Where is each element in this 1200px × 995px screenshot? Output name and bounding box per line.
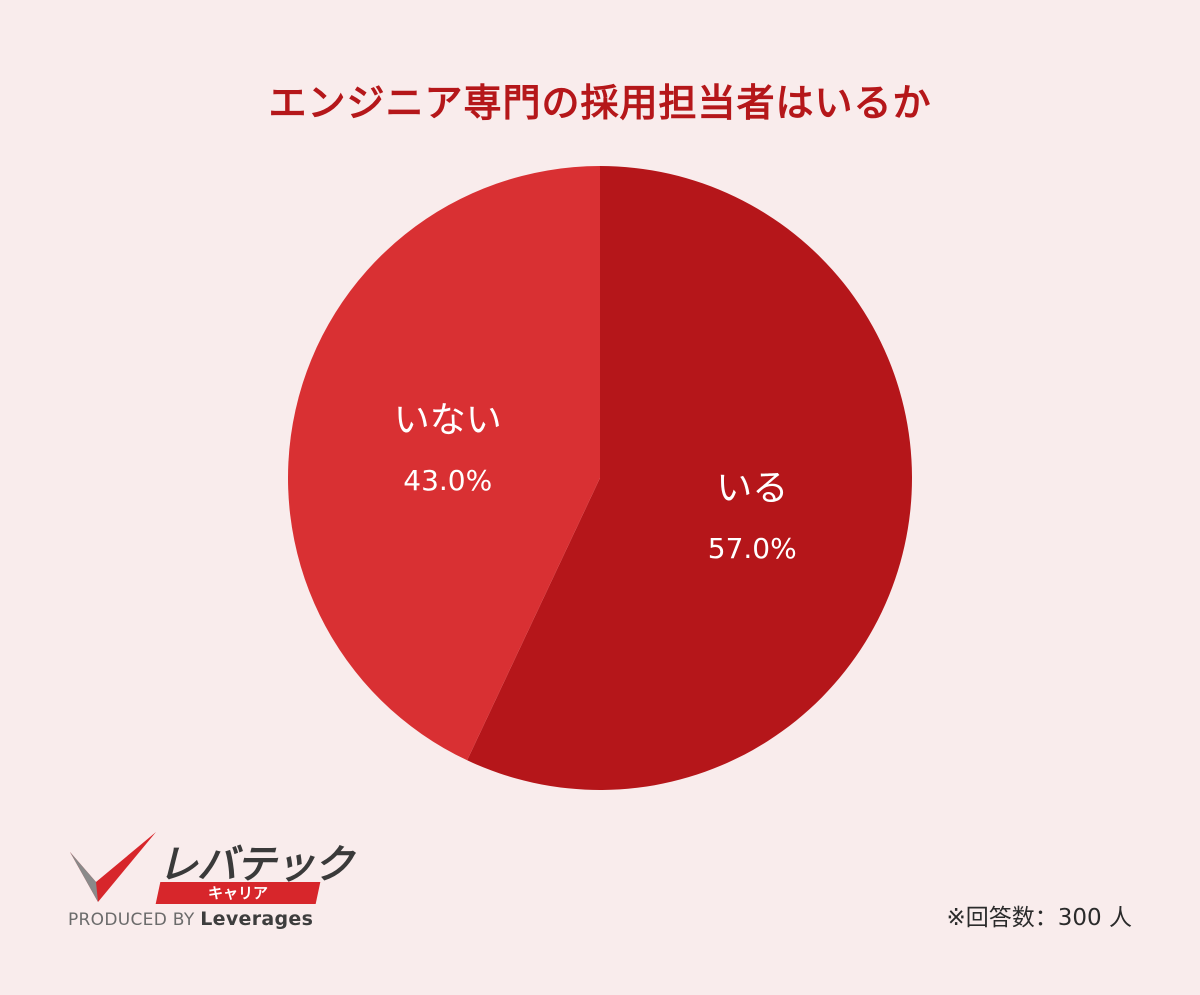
respondent-count-note: ※回答数：300 人 xyxy=(946,905,1132,931)
slice-value-0: 57.0% xyxy=(708,532,797,565)
slice-label-1: いない xyxy=(394,400,502,441)
levtech-career-logo: レバテック キャリア PRODUCED BY Leverages xyxy=(68,830,354,930)
pie-slice-1 xyxy=(288,166,600,761)
logo-name: レバテック xyxy=(158,842,354,888)
logo-sub: キャリア xyxy=(155,882,321,904)
slice-label-0: いる xyxy=(716,468,788,509)
produced-by: PRODUCED BY Leverages xyxy=(68,908,313,930)
chart-title: エンジニア専門の採用担当者はいるか xyxy=(268,81,932,125)
company-name: Leverages xyxy=(200,908,314,930)
slice-value-1: 43.0% xyxy=(403,464,492,497)
checkmark-logo-icon xyxy=(70,832,156,902)
produced-by-label: PRODUCED BY xyxy=(68,910,195,930)
pie-slice-0 xyxy=(467,166,912,790)
